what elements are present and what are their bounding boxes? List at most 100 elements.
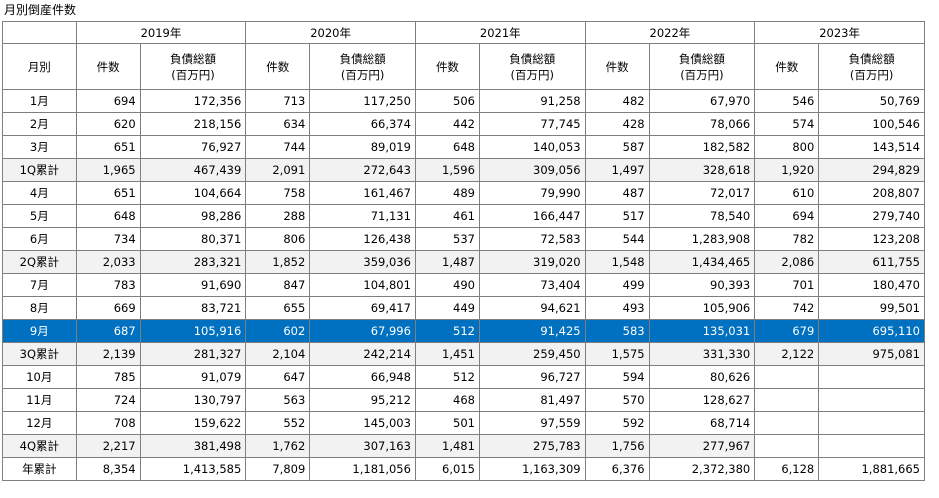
amount-header-line1: 負債総額 bbox=[169, 51, 216, 66]
count-cell: 1,756 bbox=[584, 434, 650, 458]
count-cell: 487 bbox=[584, 181, 650, 205]
amount-cell: 172,356 bbox=[139, 89, 247, 113]
table-row: 10月 785 91,079 647 66,948 512 96,727 594 80,626 bbox=[2, 365, 925, 389]
count-cell: 806 bbox=[245, 227, 311, 251]
amount-cell bbox=[818, 411, 925, 435]
count-cell: 1,575 bbox=[584, 342, 650, 366]
amount-cell: 328,618 bbox=[648, 158, 756, 182]
amount-cell: 159,622 bbox=[139, 411, 247, 435]
amount-cell: 78,540 bbox=[648, 204, 756, 228]
amount-cell: 140,053 bbox=[478, 135, 586, 159]
count-cell: 1,451 bbox=[414, 342, 480, 366]
count-cell: 1,762 bbox=[245, 434, 311, 458]
amount-cell: 283,321 bbox=[139, 250, 247, 274]
amount-cell: 98,286 bbox=[139, 204, 247, 228]
amount-cell: 130,797 bbox=[139, 388, 247, 412]
summary-row: 3Q累計 2,139 281,327 2,104 242,214 1,451 259,450… bbox=[2, 342, 925, 366]
table-row: 11月 724 130,797 563 95,212 468 81,497 570 128,62… bbox=[2, 388, 925, 412]
amount-cell: 68,714 bbox=[648, 411, 756, 435]
amount-cell: 66,948 bbox=[309, 365, 416, 389]
amount-cell: 104,664 bbox=[139, 181, 247, 205]
count-cell: 647 bbox=[245, 365, 311, 389]
amount-cell: 77,745 bbox=[478, 112, 586, 136]
count-cell: 679 bbox=[754, 319, 820, 343]
amount-cell: 279,740 bbox=[818, 204, 925, 228]
table-row: 8月 669 83,721 655 69,417 449 94,621 493 105,906 7… bbox=[2, 296, 925, 320]
amount-header: 負債総額 (百万円) bbox=[478, 43, 586, 90]
count-header: 件数 bbox=[75, 43, 141, 90]
count-cell: 2,217 bbox=[75, 434, 141, 458]
amount-header: 負債総額 (百万円) bbox=[309, 43, 416, 90]
amount-cell: 91,690 bbox=[139, 273, 247, 297]
amount-cell: 467,439 bbox=[139, 158, 247, 182]
count-cell: 428 bbox=[584, 112, 650, 136]
amount-cell: 104,801 bbox=[309, 273, 416, 297]
amount-header-line2: (百万円) bbox=[340, 67, 385, 82]
count-cell: 517 bbox=[584, 204, 650, 228]
amount-header-line1: 負債総額 bbox=[339, 51, 386, 66]
count-cell: 713 bbox=[245, 89, 311, 113]
amount-cell bbox=[818, 388, 925, 412]
year-header-2021: 2021年 bbox=[414, 21, 586, 44]
row-label: 5月 bbox=[2, 204, 77, 228]
amount-cell: 1,413,585 bbox=[139, 457, 247, 481]
count-cell: 442 bbox=[414, 112, 480, 136]
amount-header-line2: (百万円) bbox=[510, 67, 555, 82]
count-cell: 655 bbox=[245, 296, 311, 320]
count-cell: 490 bbox=[414, 273, 480, 297]
amount-header-line1: 負債総額 bbox=[678, 51, 725, 66]
amount-cell: 275,783 bbox=[478, 434, 586, 458]
row-label: 10月 bbox=[2, 365, 77, 389]
amount-cell bbox=[818, 434, 925, 458]
count-cell: 489 bbox=[414, 181, 480, 205]
count-cell: 800 bbox=[754, 135, 820, 159]
count-cell: 783 bbox=[75, 273, 141, 297]
amount-cell: 67,970 bbox=[648, 89, 756, 113]
amount-cell: 94,621 bbox=[478, 296, 586, 320]
summary-row: 4Q累計 2,217 381,498 1,762 307,163 1,481 275,783… bbox=[2, 434, 925, 458]
row-label: 6月 bbox=[2, 227, 77, 251]
count-cell bbox=[754, 365, 820, 389]
row-label: 2Q累計 bbox=[2, 250, 77, 274]
amount-header-line1: 負債総額 bbox=[848, 51, 895, 66]
count-cell: 620 bbox=[75, 112, 141, 136]
amount-cell: 126,438 bbox=[309, 227, 416, 251]
amount-cell: 71,131 bbox=[309, 204, 416, 228]
count-cell: 694 bbox=[754, 204, 820, 228]
summary-row: 2Q累計 2,033 283,321 1,852 359,036 1,487 319,020… bbox=[2, 250, 925, 274]
amount-header-line2: (百万円) bbox=[171, 67, 215, 82]
count-cell: 758 bbox=[245, 181, 311, 205]
amount-cell: 611,755 bbox=[818, 250, 925, 274]
amount-cell: 72,017 bbox=[648, 181, 756, 205]
amount-cell: 97,559 bbox=[478, 411, 586, 435]
amount-cell: 91,258 bbox=[478, 89, 586, 113]
count-cell: 2,122 bbox=[754, 342, 820, 366]
table-row: 7月 783 91,690 847 104,801 490 73,404 499 90,393 7… bbox=[2, 273, 925, 297]
count-cell: 544 bbox=[584, 227, 650, 251]
month-header: 月別 bbox=[2, 43, 77, 90]
amount-header: 負債総額 (百万円) bbox=[139, 43, 247, 90]
count-cell: 724 bbox=[75, 388, 141, 412]
count-cell: 552 bbox=[245, 411, 311, 435]
count-cell: 574 bbox=[754, 112, 820, 136]
count-cell: 570 bbox=[584, 388, 650, 412]
amount-cell: 123,208 bbox=[818, 227, 925, 251]
count-cell: 468 bbox=[414, 388, 480, 412]
amount-cell: 100,546 bbox=[818, 112, 925, 136]
row-label: 9月 bbox=[2, 319, 77, 343]
count-header: 件数 bbox=[584, 43, 650, 90]
count-cell: 782 bbox=[754, 227, 820, 251]
row-label: 2月 bbox=[2, 112, 77, 136]
table-row: 4月 651 104,664 758 161,467 489 79,990 487 72,017… bbox=[2, 181, 925, 205]
amount-cell: 1,283,908 bbox=[648, 227, 756, 251]
amount-cell: 259,450 bbox=[478, 342, 586, 366]
summary-row: 1Q累計 1,965 467,439 2,091 272,643 1,596 309,056… bbox=[2, 158, 925, 182]
amount-cell: 180,470 bbox=[818, 273, 925, 297]
count-cell bbox=[754, 388, 820, 412]
table-row: 年累計 8,354 1,413,585 7,809 1,181,056 6,015 1,16… bbox=[2, 457, 925, 481]
amount-cell: 90,393 bbox=[648, 273, 756, 297]
amount-cell: 331,330 bbox=[648, 342, 756, 366]
amount-cell: 281,327 bbox=[139, 342, 247, 366]
row-label: 4Q累計 bbox=[2, 434, 77, 458]
count-cell: 785 bbox=[75, 365, 141, 389]
